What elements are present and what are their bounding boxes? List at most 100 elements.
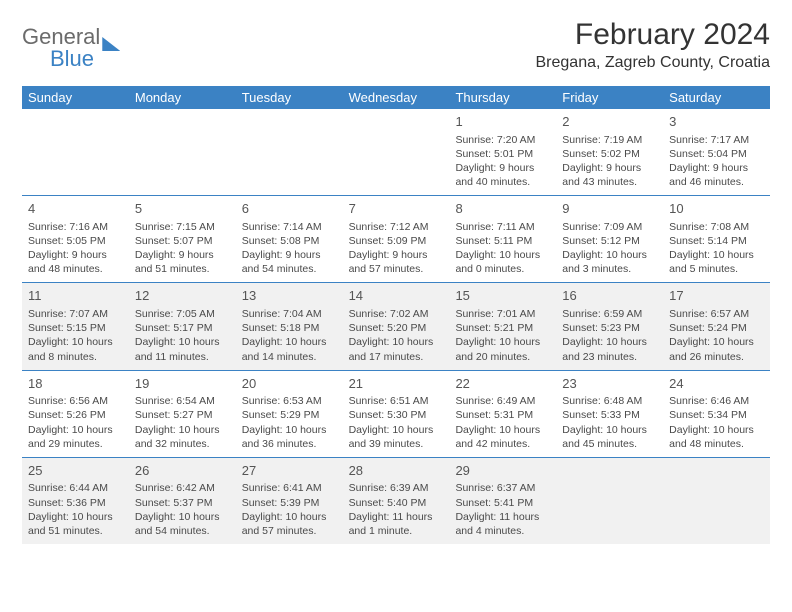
day-detail: Sunrise: 6:49 AM xyxy=(455,394,550,408)
day-detail: Sunset: 5:33 PM xyxy=(562,408,657,422)
day-cell: 22Sunrise: 6:49 AMSunset: 5:31 PMDayligh… xyxy=(449,371,556,457)
day-detail: Daylight: 9 hours xyxy=(562,161,657,175)
day-detail: and 54 minutes. xyxy=(242,262,337,276)
day-number: 19 xyxy=(135,375,230,393)
day-number: 21 xyxy=(349,375,444,393)
day-number: 17 xyxy=(669,287,764,305)
day-cell: 18Sunrise: 6:56 AMSunset: 5:26 PMDayligh… xyxy=(22,371,129,457)
day-detail: Sunset: 5:27 PM xyxy=(135,408,230,422)
day-number: 8 xyxy=(455,200,550,218)
day-detail: and 57 minutes. xyxy=(242,524,337,538)
day-detail: Sunset: 5:29 PM xyxy=(242,408,337,422)
day-detail: Sunrise: 7:01 AM xyxy=(455,307,550,321)
day-detail: Sunset: 5:17 PM xyxy=(135,321,230,335)
dow-thursday: Thursday xyxy=(449,86,556,109)
day-detail: and 40 minutes. xyxy=(455,175,550,189)
day-cell xyxy=(556,458,663,544)
day-detail: Sunset: 5:34 PM xyxy=(669,408,764,422)
day-number: 26 xyxy=(135,462,230,480)
day-cell xyxy=(22,109,129,195)
day-number: 12 xyxy=(135,287,230,305)
day-detail: and 48 minutes. xyxy=(28,262,123,276)
day-number: 3 xyxy=(669,113,764,131)
day-detail: Sunset: 5:37 PM xyxy=(135,496,230,510)
day-detail: and 4 minutes. xyxy=(455,524,550,538)
day-number: 4 xyxy=(28,200,123,218)
day-detail: Sunrise: 7:19 AM xyxy=(562,133,657,147)
day-detail: Daylight: 10 hours xyxy=(455,423,550,437)
day-detail: and 29 minutes. xyxy=(28,437,123,451)
day-detail: Daylight: 10 hours xyxy=(455,335,550,349)
day-number: 28 xyxy=(349,462,444,480)
day-detail: and 5 minutes. xyxy=(669,262,764,276)
day-detail: Daylight: 10 hours xyxy=(28,423,123,437)
day-detail: and 57 minutes. xyxy=(349,262,444,276)
day-detail: and 51 minutes. xyxy=(28,524,123,538)
day-cell: 20Sunrise: 6:53 AMSunset: 5:29 PMDayligh… xyxy=(236,371,343,457)
day-detail: and 11 minutes. xyxy=(135,350,230,364)
title-block: February 2024 Bregana, Zagreb County, Cr… xyxy=(536,18,771,72)
location-text: Bregana, Zagreb County, Croatia xyxy=(536,54,771,72)
day-detail: Sunrise: 7:16 AM xyxy=(28,220,123,234)
day-detail: and 8 minutes. xyxy=(28,350,123,364)
day-cell: 4Sunrise: 7:16 AMSunset: 5:05 PMDaylight… xyxy=(22,196,129,282)
day-detail: Sunset: 5:09 PM xyxy=(349,234,444,248)
day-detail: Sunrise: 7:11 AM xyxy=(455,220,550,234)
day-cell: 5Sunrise: 7:15 AMSunset: 5:07 PMDaylight… xyxy=(129,196,236,282)
day-detail: Sunset: 5:39 PM xyxy=(242,496,337,510)
day-cell: 13Sunrise: 7:04 AMSunset: 5:18 PMDayligh… xyxy=(236,283,343,369)
day-detail: Sunrise: 6:54 AM xyxy=(135,394,230,408)
day-cell xyxy=(343,109,450,195)
day-detail: Daylight: 9 hours xyxy=(349,248,444,262)
day-detail: Sunset: 5:40 PM xyxy=(349,496,444,510)
day-detail: Sunrise: 6:44 AM xyxy=(28,481,123,495)
day-detail: Daylight: 10 hours xyxy=(28,335,123,349)
day-detail: Sunrise: 7:09 AM xyxy=(562,220,657,234)
dow-wednesday: Wednesday xyxy=(343,86,450,109)
day-number: 10 xyxy=(669,200,764,218)
day-detail: Sunrise: 7:15 AM xyxy=(135,220,230,234)
week-row: 18Sunrise: 6:56 AMSunset: 5:26 PMDayligh… xyxy=(22,370,770,457)
day-number: 22 xyxy=(455,375,550,393)
day-detail: Sunrise: 7:02 AM xyxy=(349,307,444,321)
day-detail: and 39 minutes. xyxy=(349,437,444,451)
day-detail: Daylight: 10 hours xyxy=(669,335,764,349)
day-detail: Daylight: 10 hours xyxy=(135,423,230,437)
day-cell: 23Sunrise: 6:48 AMSunset: 5:33 PMDayligh… xyxy=(556,371,663,457)
week-row: 1Sunrise: 7:20 AMSunset: 5:01 PMDaylight… xyxy=(22,109,770,195)
day-number: 29 xyxy=(455,462,550,480)
day-cell xyxy=(663,458,770,544)
day-detail: Sunset: 5:15 PM xyxy=(28,321,123,335)
day-detail: and 32 minutes. xyxy=(135,437,230,451)
day-cell xyxy=(129,109,236,195)
day-detail: Daylight: 11 hours xyxy=(349,510,444,524)
day-detail: Sunrise: 7:12 AM xyxy=(349,220,444,234)
day-detail: Sunset: 5:23 PM xyxy=(562,321,657,335)
day-cell: 17Sunrise: 6:57 AMSunset: 5:24 PMDayligh… xyxy=(663,283,770,369)
day-detail: Sunrise: 6:48 AM xyxy=(562,394,657,408)
day-detail: Daylight: 10 hours xyxy=(562,335,657,349)
day-detail: Daylight: 10 hours xyxy=(562,248,657,262)
day-detail: Sunset: 5:11 PM xyxy=(455,234,550,248)
weekday-header: Sunday Monday Tuesday Wednesday Thursday… xyxy=(22,86,770,109)
day-number: 15 xyxy=(455,287,550,305)
day-detail: Daylight: 9 hours xyxy=(455,161,550,175)
day-detail: Sunrise: 7:05 AM xyxy=(135,307,230,321)
day-number: 20 xyxy=(242,375,337,393)
day-number: 1 xyxy=(455,113,550,131)
day-detail: Sunset: 5:12 PM xyxy=(562,234,657,248)
dow-monday: Monday xyxy=(129,86,236,109)
day-detail: Daylight: 10 hours xyxy=(349,335,444,349)
day-detail: Daylight: 10 hours xyxy=(669,248,764,262)
day-number: 27 xyxy=(242,462,337,480)
day-detail: Daylight: 11 hours xyxy=(455,510,550,524)
day-detail: Sunrise: 6:41 AM xyxy=(242,481,337,495)
day-number: 2 xyxy=(562,113,657,131)
day-cell: 24Sunrise: 6:46 AMSunset: 5:34 PMDayligh… xyxy=(663,371,770,457)
day-detail: Sunset: 5:04 PM xyxy=(669,147,764,161)
calendar: Sunday Monday Tuesday Wednesday Thursday… xyxy=(22,86,770,544)
day-number: 6 xyxy=(242,200,337,218)
day-detail: Daylight: 9 hours xyxy=(242,248,337,262)
day-detail: Daylight: 10 hours xyxy=(242,510,337,524)
day-detail: Sunset: 5:31 PM xyxy=(455,408,550,422)
